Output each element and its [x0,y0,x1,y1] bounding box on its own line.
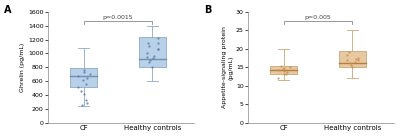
Point [275,77,281,79]
Point [86,73,93,75]
Point [145,42,151,44]
Point [84,77,90,79]
Point [280,70,287,72]
Point [144,56,150,58]
Point [75,86,81,89]
Point [146,61,152,63]
Y-axis label: Appetite-signaling protein
(pg/mL): Appetite-signaling protein (pg/mL) [222,26,233,108]
Point [355,59,361,61]
Text: p=0.005: p=0.005 [305,15,331,20]
Point [78,90,84,92]
Point [275,69,282,71]
Text: p=0.0015: p=0.0015 [103,15,133,20]
Point [349,66,355,68]
Bar [270,66,297,74]
Point [155,42,161,44]
Point [280,72,287,75]
Point [154,48,161,50]
Point [344,54,350,57]
Bar [339,51,366,67]
Point [75,75,82,77]
Point [278,65,284,67]
Point [347,62,353,64]
Point [154,48,161,50]
Y-axis label: Ghrelin (pg/mL): Ghrelin (pg/mL) [20,43,25,92]
Text: A: A [4,5,11,15]
Point [343,59,350,61]
Point [348,64,354,66]
Point [150,57,156,59]
Text: B: B [204,5,211,15]
Point [82,99,89,101]
Point [80,79,86,82]
Point [353,58,360,60]
Bar [70,68,97,87]
Point [283,73,290,75]
Point [281,67,287,69]
Bar [139,37,166,67]
Point [346,51,352,53]
Point [146,45,152,47]
Point [150,54,157,57]
Point [284,71,290,74]
Point [79,104,85,106]
Point [286,66,293,68]
Point [81,71,87,73]
Point [352,61,358,63]
Point [143,52,150,54]
Point [80,93,87,95]
Point [280,68,286,70]
Point [354,57,361,59]
Point [155,37,161,39]
Point [147,58,153,61]
Point [149,65,155,68]
Point [84,102,90,104]
Point [83,83,90,85]
Point [80,69,87,71]
